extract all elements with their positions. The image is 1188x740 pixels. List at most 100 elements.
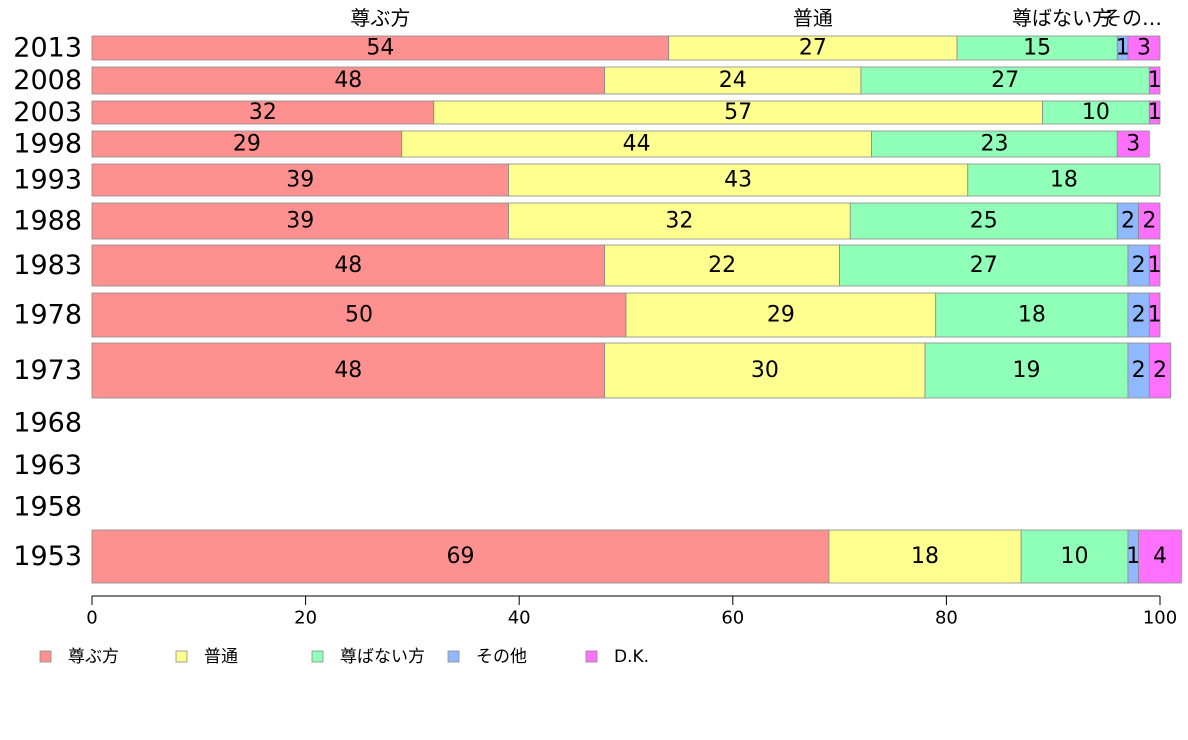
data-label-1998-series-4: 3 bbox=[1126, 132, 1140, 157]
data-label-1983-series-0: 48 bbox=[334, 253, 362, 278]
data-label-1953-series-4: 4 bbox=[1153, 544, 1167, 569]
data-label-1983-series-1: 22 bbox=[708, 253, 736, 278]
bar-1988-series-0 bbox=[91, 202, 509, 240]
data-label-2013-series-2: 15 bbox=[1023, 36, 1051, 61]
data-label-1978-series-3: 2 bbox=[1132, 303, 1146, 328]
legend-label-3: その他 bbox=[476, 647, 527, 667]
bar-1953-series-4 bbox=[1138, 529, 1182, 584]
data-label-2013-series-0: 54 bbox=[366, 36, 394, 61]
data-label-1953-series-2: 10 bbox=[1061, 544, 1089, 569]
bar-1993-series-1 bbox=[508, 163, 969, 197]
data-label-1988-series-2: 25 bbox=[970, 209, 998, 234]
year-label-2008: 2008 bbox=[13, 65, 82, 96]
x-tick-label-100: 100 bbox=[1143, 608, 1177, 629]
data-label-2003-series-4: 1 bbox=[1148, 100, 1162, 125]
data-label-1993-series-2: 18 bbox=[1050, 168, 1078, 193]
bar-1983-series-2 bbox=[839, 244, 1129, 287]
bar-2008-series-1 bbox=[604, 66, 862, 95]
bar-1978-series-0 bbox=[91, 292, 627, 338]
data-label-1993-series-1: 43 bbox=[724, 168, 752, 193]
data-label-1988-series-0: 39 bbox=[286, 209, 314, 234]
data-label-1978-series-4: 1 bbox=[1148, 303, 1162, 328]
data-label-1983-series-2: 27 bbox=[970, 253, 998, 278]
top-label-3: その… bbox=[1102, 6, 1162, 30]
legend-label-4: D.K. bbox=[614, 647, 649, 667]
bar-1998-series-1 bbox=[401, 130, 873, 158]
x-tick-label-40: 40 bbox=[508, 608, 531, 629]
year-label-1968: 1968 bbox=[13, 408, 82, 439]
bar-1953-series-1 bbox=[828, 529, 1022, 584]
year-label-1978: 1978 bbox=[13, 300, 82, 331]
data-label-1988-series-4: 2 bbox=[1142, 209, 1156, 234]
data-label-1953-series-0: 69 bbox=[446, 544, 474, 569]
data-label-1973-series-2: 19 bbox=[1013, 358, 1041, 383]
bar-2013-series-0 bbox=[91, 35, 670, 61]
bar-1953-series-2 bbox=[1020, 529, 1129, 584]
data-label-2008-series-4: 1 bbox=[1148, 68, 1162, 93]
year-label-1953: 1953 bbox=[13, 541, 82, 572]
bar-2013-series-1 bbox=[668, 35, 958, 61]
bar-1988-series-2 bbox=[849, 202, 1118, 240]
bar-1998-series-4 bbox=[1116, 130, 1150, 158]
bar-1998-series-0 bbox=[91, 130, 403, 158]
data-label-2008-series-2: 27 bbox=[991, 68, 1019, 93]
data-label-1988-series-3: 2 bbox=[1121, 209, 1135, 234]
data-label-1978-series-2: 18 bbox=[1018, 303, 1046, 328]
legend-swatch-4 bbox=[585, 650, 598, 663]
data-label-2008-series-1: 24 bbox=[719, 68, 747, 93]
x-tick-label-20: 20 bbox=[294, 608, 317, 629]
bar-1973-series-2 bbox=[924, 342, 1129, 399]
data-label-2008-series-0: 48 bbox=[334, 68, 362, 93]
data-label-1973-series-3: 2 bbox=[1132, 358, 1146, 383]
bar-1983-series-1 bbox=[604, 244, 841, 287]
data-label-1983-series-4: 1 bbox=[1148, 253, 1162, 278]
bar-1973-series-1 bbox=[604, 342, 926, 399]
data-label-1973-series-0: 48 bbox=[334, 358, 362, 383]
data-label-1953-series-1: 18 bbox=[911, 544, 939, 569]
data-label-2013-series-4: 3 bbox=[1137, 36, 1151, 61]
legend-swatch-2 bbox=[311, 650, 324, 663]
data-label-2013-series-3: 1 bbox=[1116, 36, 1130, 61]
data-label-1973-series-4: 2 bbox=[1153, 358, 1167, 383]
data-label-1998-series-0: 29 bbox=[233, 132, 261, 157]
top-label-1: 普通 bbox=[793, 6, 833, 30]
bar-1993-series-2 bbox=[967, 163, 1161, 197]
top-label-2: 尊ばない方 bbox=[1012, 6, 1112, 30]
top-label-0: 尊ぶ方 bbox=[350, 6, 410, 30]
legend-swatch-3 bbox=[447, 650, 460, 663]
legend-label-1: 普通 bbox=[204, 647, 238, 667]
bar-1983-series-0 bbox=[91, 244, 606, 287]
legend-label-2: 尊ばない方 bbox=[340, 647, 425, 667]
data-label-1983-series-3: 2 bbox=[1132, 253, 1146, 278]
data-label-1998-series-1: 44 bbox=[623, 132, 651, 157]
bar-1983-series-4 bbox=[1148, 244, 1161, 287]
data-label-2003-series-0: 32 bbox=[249, 100, 277, 125]
bar-1988-series-4 bbox=[1138, 202, 1161, 240]
data-label-1993-series-0: 39 bbox=[286, 168, 314, 193]
year-label-1993: 1993 bbox=[13, 165, 82, 196]
year-label-1963: 1963 bbox=[13, 450, 82, 481]
bar-1988-series-1 bbox=[508, 202, 851, 240]
year-label-1958: 1958 bbox=[13, 492, 82, 523]
data-label-2013-series-1: 27 bbox=[799, 36, 827, 61]
data-label-1953-series-3: 1 bbox=[1126, 544, 1140, 569]
legend-swatch-1 bbox=[175, 650, 188, 663]
data-label-1978-series-1: 29 bbox=[767, 303, 795, 328]
bar-2008-series-2 bbox=[860, 66, 1150, 95]
x-tick-label-80: 80 bbox=[935, 608, 958, 629]
bar-2013-series-2 bbox=[956, 35, 1118, 61]
year-label-1988: 1988 bbox=[13, 206, 82, 237]
data-label-2003-series-2: 10 bbox=[1082, 100, 1110, 125]
data-label-1988-series-1: 32 bbox=[665, 209, 693, 234]
legend-swatch-0 bbox=[39, 650, 52, 663]
bar-1978-series-4 bbox=[1148, 292, 1161, 338]
bar-2008-series-0 bbox=[91, 66, 606, 95]
bar-2008-series-4 bbox=[1148, 66, 1161, 95]
bar-1993-series-0 bbox=[91, 163, 509, 197]
bar-1998-series-2 bbox=[871, 130, 1118, 158]
year-label-1998: 1998 bbox=[13, 129, 82, 160]
bar-2013-series-4 bbox=[1127, 35, 1161, 61]
bar-1973-series-4 bbox=[1148, 342, 1172, 399]
